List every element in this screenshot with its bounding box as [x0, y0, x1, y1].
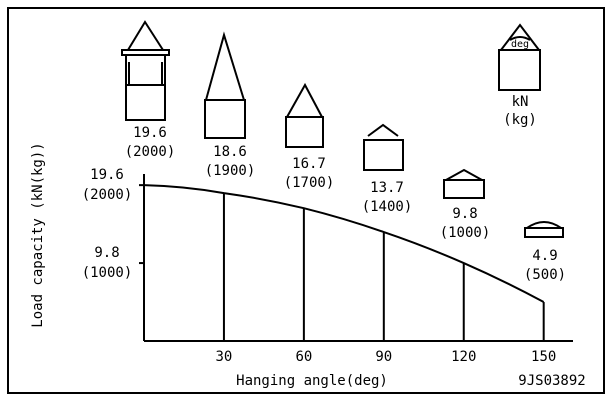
- sling-icons: [122, 22, 563, 237]
- x-tick-label: 90: [375, 349, 392, 365]
- value-label: 16.7: [292, 156, 326, 172]
- legend-icon-label: deg: [511, 39, 529, 50]
- value-label: 19.6: [133, 125, 167, 141]
- x-tick-label: 30: [216, 349, 233, 365]
- legend-unit: kN: [512, 94, 529, 110]
- x-tick-label: 60: [295, 349, 312, 365]
- value-kg-label: (500): [524, 267, 566, 283]
- y-tick-kg-label: (1000): [82, 265, 133, 281]
- y-tick-label: 19.6: [90, 167, 124, 183]
- x-tick-label: 150: [531, 349, 556, 365]
- figure-code: 9JS03892: [518, 373, 585, 389]
- value-kg-label: (1400): [362, 199, 413, 215]
- chart: deg kN (kg) Hanging angle(deg) 9JS03892 …: [0, 0, 612, 401]
- value-label: 4.9: [532, 248, 557, 264]
- value-kg-label: (1000): [440, 225, 491, 241]
- capacity-curve: [144, 185, 544, 302]
- y-axis-title: Load capacity (kN(kg)): [30, 142, 46, 327]
- legend-unit: (kg): [503, 112, 537, 128]
- value-label: 9.8: [452, 206, 477, 222]
- x-tick-label: 120: [451, 349, 476, 365]
- value-kg-label: (2000): [125, 144, 176, 160]
- y-tick-kg-label: (2000): [82, 187, 133, 203]
- value-label: 13.7: [370, 180, 404, 196]
- value-kg-label: (1900): [205, 163, 256, 179]
- value-label: 18.6: [213, 144, 247, 160]
- value-kg-label: (1700): [284, 175, 335, 191]
- x-axis-title: Hanging angle(deg): [236, 373, 388, 389]
- y-tick-label: 9.8: [94, 245, 119, 261]
